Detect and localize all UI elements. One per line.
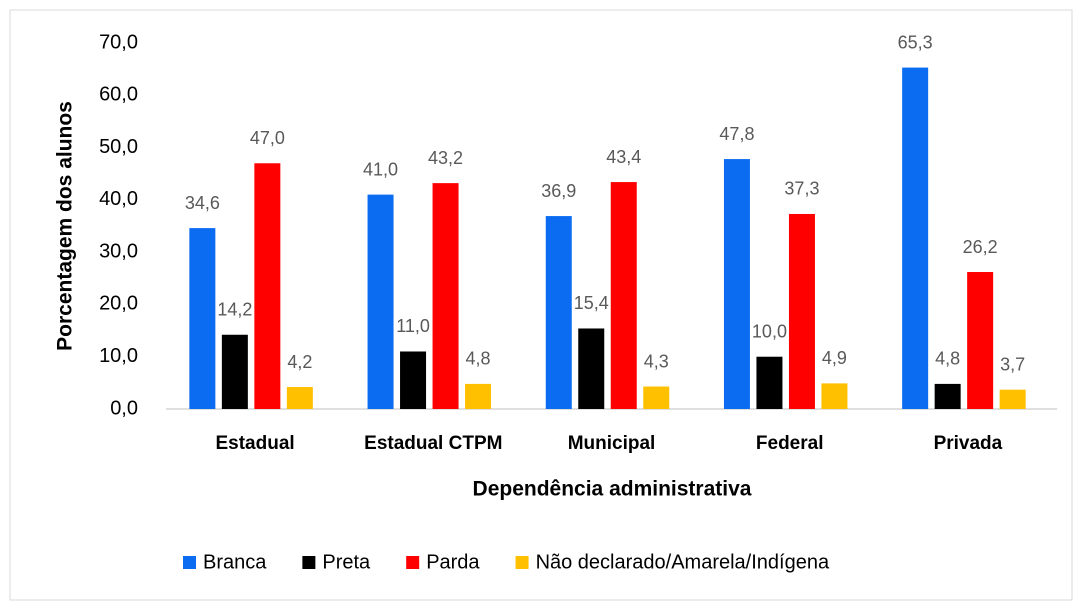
legend-label: Branca	[203, 551, 267, 573]
value-label: 4,9	[822, 348, 847, 368]
y-tick-label: 0,0	[110, 397, 138, 419]
value-label: 47,8	[719, 124, 754, 144]
bar	[189, 228, 216, 409]
bar	[465, 383, 492, 409]
legend-swatch	[515, 556, 529, 569]
value-label: 34,6	[185, 193, 220, 213]
x-tick-label: Estadual	[215, 433, 294, 454]
value-label: 47,0	[250, 128, 285, 148]
bar	[967, 272, 994, 409]
bar	[432, 183, 459, 409]
legend-swatch	[406, 556, 420, 569]
bar	[578, 328, 605, 409]
bar	[756, 356, 783, 409]
bar	[400, 351, 427, 409]
bar	[821, 383, 848, 409]
x-axis-title: Dependência administrativa	[473, 478, 752, 501]
bar	[545, 216, 572, 409]
chart-border	[9, 9, 1073, 601]
y-tick-label: 60,0	[99, 84, 138, 106]
bar	[367, 194, 394, 409]
value-label: 11,0	[396, 316, 430, 336]
value-label: 4,8	[466, 349, 491, 369]
value-label: 4,3	[644, 351, 669, 371]
value-label: 15,4	[574, 293, 609, 313]
y-tick-label: 70,0	[99, 31, 138, 53]
value-label: 3,7	[1000, 354, 1025, 374]
value-label: 4,8	[935, 349, 960, 369]
x-tick-label: Estadual CTPM	[364, 433, 502, 454]
legend-swatch	[302, 556, 316, 569]
x-tick-label: Federal	[756, 433, 824, 454]
value-label: 41,0	[363, 159, 398, 179]
bar	[902, 67, 929, 410]
value-label: 43,2	[428, 148, 463, 168]
value-label: 14,2	[217, 300, 252, 320]
y-tick-label: 30,0	[99, 240, 138, 262]
bar	[610, 182, 637, 409]
legend-label: Não declarado/Amarela/Indígena	[536, 551, 830, 573]
legend-swatch	[183, 556, 196, 569]
bar	[286, 387, 313, 409]
value-label: 26,2	[963, 237, 998, 257]
bar	[221, 334, 248, 409]
bar	[643, 386, 670, 409]
x-tick-label: Privada	[934, 433, 1003, 454]
y-tick-label: 40,0	[99, 188, 138, 210]
y-tick-label: 50,0	[99, 136, 138, 158]
bar	[999, 389, 1026, 409]
value-label: 37,3	[784, 179, 819, 199]
value-label: 43,4	[606, 147, 641, 167]
y-tick-label: 20,0	[99, 293, 138, 315]
value-label: 65,3	[898, 32, 933, 52]
bar	[788, 213, 815, 409]
value-label: 10,0	[752, 321, 787, 341]
legend-label: Preta	[322, 551, 371, 573]
y-axis-title: Porcentagem dos alunos	[54, 101, 77, 351]
x-tick-label: Municipal	[568, 433, 656, 454]
y-tick-label: 10,0	[99, 345, 138, 367]
bar	[934, 383, 961, 409]
bar	[723, 159, 750, 409]
legend-label: Parda	[426, 551, 480, 573]
bar	[254, 163, 281, 409]
value-label: 4,2	[287, 352, 312, 372]
value-label: 36,9	[541, 181, 576, 201]
